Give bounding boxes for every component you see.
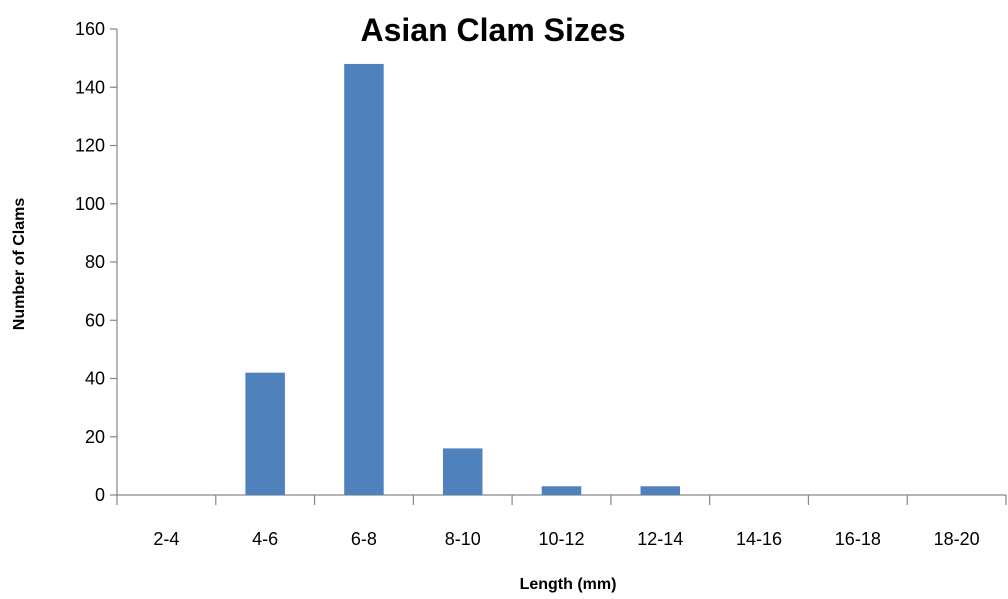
x-tick-label: 10-12	[538, 529, 584, 549]
x-tick-label: 2-4	[153, 529, 179, 549]
y-axis-label: Number of Clams	[11, 198, 28, 331]
y-tick-label: 20	[85, 427, 105, 447]
y-tick-label: 0	[95, 485, 105, 505]
x-tick-label: 4-6	[252, 529, 278, 549]
chart-title: Asian Clam Sizes	[361, 12, 626, 48]
y-tick-label: 140	[75, 77, 105, 97]
y-tick-label: 160	[75, 19, 105, 39]
bar	[442, 448, 483, 495]
x-tick-label: 12-14	[637, 529, 683, 549]
x-tick-label: 16-18	[835, 529, 881, 549]
y-tick-label: 40	[85, 369, 105, 389]
bar	[245, 372, 285, 495]
y-tick-label: 60	[85, 310, 105, 330]
plot-area: 0 20 40 60 80 100 120 140 160 2-4 4-6 6-8 8-10 10-12 1…	[75, 19, 1007, 549]
bar	[344, 63, 384, 495]
x-tick-label: 14-16	[736, 529, 782, 549]
y-tick-label: 100	[75, 194, 105, 214]
y-tick-label: 80	[85, 252, 105, 272]
bar	[640, 486, 681, 495]
x-axis-label: Length (mm)	[520, 576, 617, 593]
y-tick-label: 120	[75, 136, 105, 156]
x-tick-label: 8-10	[445, 529, 481, 549]
x-tick-label: 6-8	[351, 529, 377, 549]
bar	[541, 486, 582, 495]
x-tick-label: 18-20	[934, 529, 980, 549]
